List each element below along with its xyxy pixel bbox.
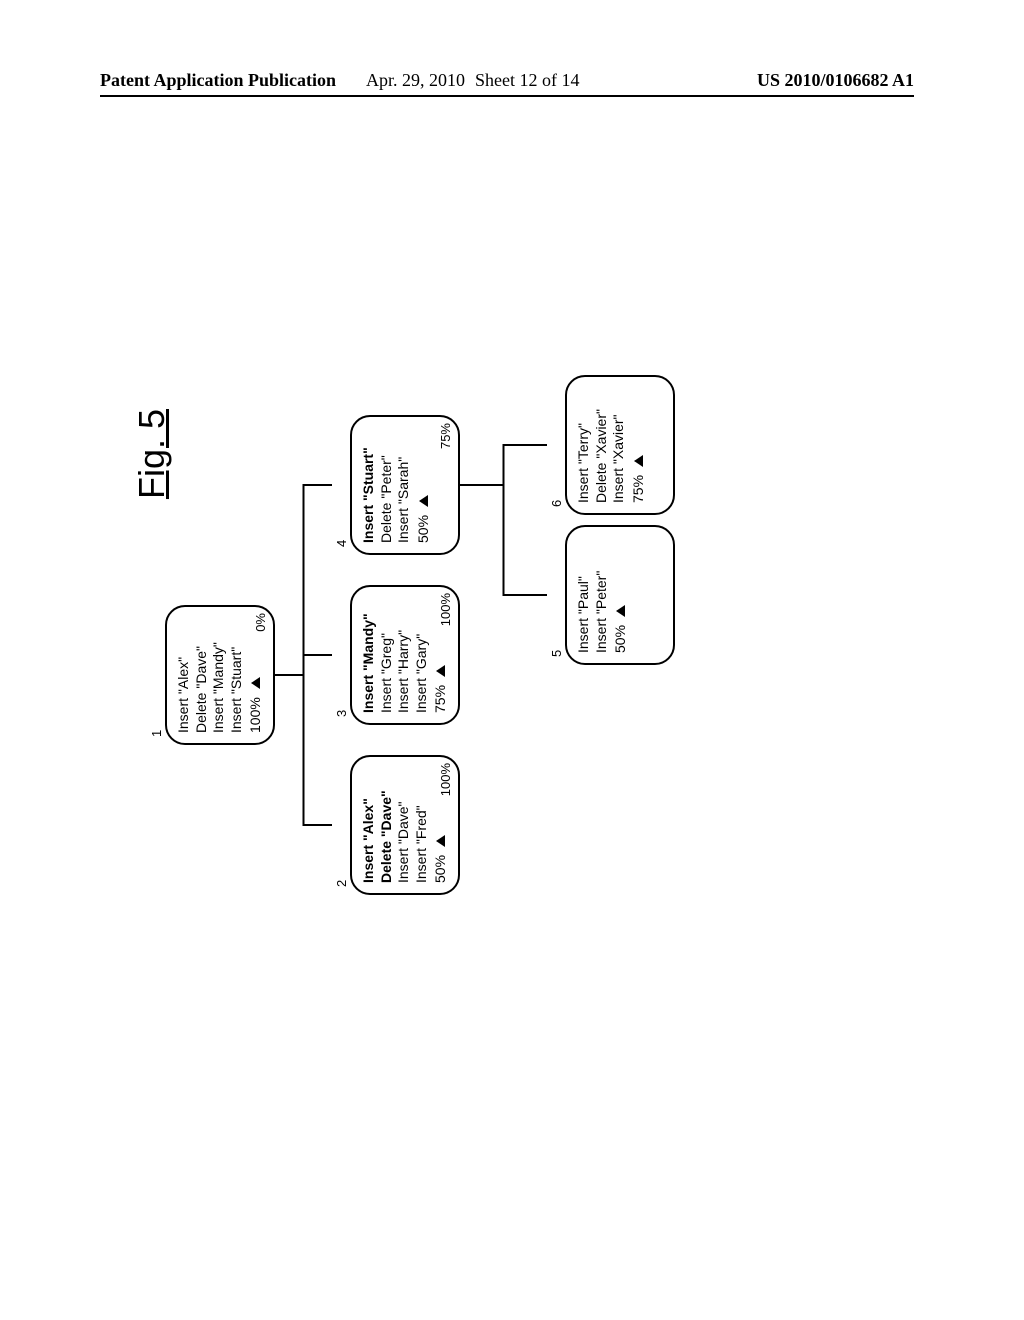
operation-line: Insert "Stuart" xyxy=(228,617,246,733)
arrow-icon xyxy=(436,665,445,677)
header-docnum: US 2010/0106682 A1 xyxy=(757,70,914,91)
tree-node-3: 3Insert "Mandy"Insert "Greg"Insert "Harr… xyxy=(350,585,460,725)
header-sheet: Sheet 12 of 14 xyxy=(475,70,579,91)
operation-line: Delete "Xavier" xyxy=(593,387,611,503)
operation-line: Insert "Peter" xyxy=(593,537,611,653)
percent-row: 75% xyxy=(630,387,648,503)
tree-node-1: 1Insert "Alex"Delete "Dave"Insert "Mandy… xyxy=(165,605,275,745)
end-percent: 75% xyxy=(438,423,454,449)
page: Patent Application Publication Apr. 29, … xyxy=(0,0,1024,1320)
tree-node-4: 4Insert "Stuart"Delete "Peter"Insert "Sa… xyxy=(350,415,460,555)
tree-node-6: 6Insert "Terry"Delete "Xavier"Insert "Xa… xyxy=(565,375,675,515)
operation-line: Insert "Mandy" xyxy=(360,597,378,713)
operation-line: Delete "Dave" xyxy=(378,767,396,883)
node-operations: Insert "Alex"Delete "Dave"Insert "Dave"I… xyxy=(360,767,430,883)
percent-row: 100% xyxy=(247,617,265,733)
operation-line: Insert "Harry" xyxy=(395,597,413,713)
node-number: 1 xyxy=(149,730,165,737)
start-percent: 50% xyxy=(612,625,630,653)
node-operations: Insert "Mandy"Insert "Greg"Insert "Harry… xyxy=(360,597,430,713)
node-number: 5 xyxy=(549,650,565,657)
operation-line: Delete "Dave" xyxy=(193,617,211,733)
connector xyxy=(275,675,332,825)
operation-line: Delete "Peter" xyxy=(378,427,396,543)
node-operations: Insert "Paul"Insert "Peter" xyxy=(575,537,610,653)
tree-node-5: 5Insert "Paul"Insert "Peter"50% xyxy=(565,525,675,665)
node-operations: Insert "Terry"Delete "Xavier"Insert "Xav… xyxy=(575,387,628,503)
tree-node-2: 2Insert "Alex"Delete "Dave"Insert "Dave"… xyxy=(350,755,460,895)
node-number: 4 xyxy=(334,540,350,547)
operation-line: Insert "Xavier" xyxy=(610,387,628,503)
operation-line: Insert "Mandy" xyxy=(210,617,228,733)
page-header: Patent Application Publication Apr. 29, … xyxy=(100,70,914,97)
arrow-icon xyxy=(616,605,625,617)
header-publication: Patent Application Publication xyxy=(100,70,336,91)
node-number: 6 xyxy=(549,500,565,507)
operation-line: Insert "Greg" xyxy=(378,597,396,713)
arrow-icon xyxy=(436,835,445,847)
connector xyxy=(275,485,332,675)
node-number: 2 xyxy=(334,880,350,887)
node-operations: Insert "Alex"Delete "Dave"Insert "Mandy"… xyxy=(175,617,245,733)
percent-row: 50% xyxy=(612,537,630,653)
operation-line: Insert "Terry" xyxy=(575,387,593,503)
operation-line: Insert "Sarah" xyxy=(395,427,413,543)
operation-line: Insert "Gary" xyxy=(413,597,431,713)
node-operations: Insert "Stuart"Delete "Peter"Insert "Sar… xyxy=(360,427,413,543)
end-percent: 100% xyxy=(438,763,454,796)
operation-line: Insert "Paul" xyxy=(575,537,593,653)
operation-line: Insert "Alex" xyxy=(360,767,378,883)
connector xyxy=(460,485,547,595)
start-percent: 75% xyxy=(432,685,450,713)
arrow-icon xyxy=(251,677,260,689)
start-percent: 50% xyxy=(432,855,450,883)
start-percent: 50% xyxy=(415,515,433,543)
end-percent: 0% xyxy=(253,613,269,632)
end-percent: 100% xyxy=(438,593,454,626)
arrow-icon xyxy=(634,455,643,467)
start-percent: 75% xyxy=(630,475,648,503)
operation-line: Insert "Fred" xyxy=(413,767,431,883)
connector xyxy=(460,445,547,485)
arrow-icon xyxy=(419,495,428,507)
header-date: Apr. 29, 2010 xyxy=(366,70,465,91)
node-number: 3 xyxy=(334,710,350,717)
percent-row: 50% xyxy=(415,427,433,543)
operation-line: Insert "Dave" xyxy=(395,767,413,883)
start-percent: 100% xyxy=(247,697,265,733)
tree-diagram: Fig. 5 1Insert "Alex"Delete "Dave"Insert… xyxy=(165,395,695,895)
operation-line: Insert "Alex" xyxy=(175,617,193,733)
operation-line: Insert "Stuart" xyxy=(360,427,378,543)
